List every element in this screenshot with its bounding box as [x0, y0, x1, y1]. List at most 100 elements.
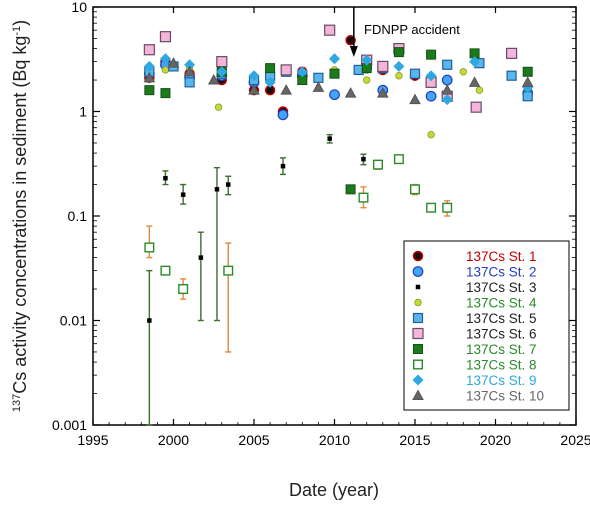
data-point — [163, 175, 168, 181]
data-point — [280, 84, 293, 95]
data-point — [441, 74, 453, 86]
data-point — [216, 66, 228, 78]
data-point — [442, 59, 453, 70]
x-tick-label: 2025 — [560, 432, 590, 448]
data-point — [143, 44, 155, 56]
data-point — [425, 70, 437, 82]
legend-label: 137Cs St. 7 — [466, 342, 537, 357]
data-point — [248, 84, 260, 95]
y-axis-title-close: ) — [10, 20, 30, 26]
legend-label: 137Cs St. 1 — [466, 249, 537, 264]
data-point — [441, 94, 453, 106]
data-point — [324, 24, 336, 36]
legend-marker — [412, 250, 424, 262]
y-axis-title: 137Cs activity concentrations in sedimen… — [10, 20, 30, 412]
x-tick-label: 1995 — [77, 432, 108, 448]
data-point — [345, 35, 356, 46]
data-point — [248, 70, 260, 82]
legend-marker — [415, 284, 421, 290]
data-point — [216, 56, 228, 68]
series-9 — [143, 53, 534, 106]
legend-label: 137Cs St. 9 — [466, 373, 537, 388]
x-axis-ticks: 1995 2000 2005 2010 2015 2020 2025 — [77, 7, 590, 448]
annotation: FDNPP accident — [349, 7, 460, 57]
series-3 — [147, 136, 366, 323]
legend-marker — [412, 374, 424, 386]
legend-marker — [414, 298, 422, 307]
y-axis-title-main: Cs activity concentrations in sediment (… — [10, 36, 30, 394]
data-point — [223, 265, 234, 276]
data-point — [328, 53, 341, 65]
data-point — [160, 88, 171, 99]
data-point — [521, 76, 534, 87]
data-point — [312, 81, 325, 92]
data-point — [296, 66, 308, 78]
data-point — [469, 56, 481, 68]
data-point — [198, 255, 204, 260]
data-point — [313, 72, 324, 83]
data-point — [280, 64, 292, 76]
y-axis-ticks: 0.001 0.01 0.1 1 10 — [52, 0, 576, 433]
data-point — [522, 91, 533, 102]
data-point — [410, 184, 421, 195]
y-tick-label: 0.01 — [60, 313, 87, 329]
data-point — [159, 31, 172, 43]
legend-box — [403, 240, 570, 411]
series-6 — [143, 24, 518, 113]
data-point — [345, 184, 356, 195]
data-point — [468, 76, 481, 87]
legend-marker — [413, 344, 423, 354]
y-tick-label: 0.001 — [52, 417, 87, 433]
data-point — [358, 192, 369, 203]
x-tick-label: 2000 — [158, 432, 189, 448]
legend-label: 137Cs St. 8 — [466, 358, 537, 373]
legend-label: 137Cs St. 3 — [466, 280, 537, 295]
x-axis-title: Date (year) — [289, 480, 379, 500]
data-point — [264, 76, 276, 88]
data-point — [327, 136, 332, 141]
legend-marker — [413, 359, 424, 370]
data-point — [376, 87, 389, 98]
data-point — [372, 159, 383, 170]
x-tick-label: 2020 — [480, 432, 511, 448]
legend-label: 137Cs St. 4 — [466, 296, 537, 311]
data-point — [265, 63, 276, 74]
data-point — [506, 70, 517, 81]
legend-marker — [412, 327, 424, 340]
data-point — [361, 54, 373, 66]
legend-marker — [412, 389, 424, 400]
data-point — [344, 87, 357, 98]
legend-label: 137Cs St. 5 — [466, 311, 537, 326]
data-point — [426, 49, 437, 60]
data-point — [329, 89, 340, 101]
data-point — [442, 202, 453, 213]
data-point — [183, 65, 196, 77]
annotation-label: FDNPP accident — [364, 22, 460, 37]
data-point — [277, 109, 289, 121]
data-point — [361, 156, 366, 162]
data-point — [393, 47, 404, 58]
data-point — [363, 76, 371, 84]
data-point — [506, 47, 518, 59]
data-point — [214, 187, 220, 192]
data-point — [184, 77, 195, 88]
data-point — [441, 84, 454, 95]
data-point — [522, 66, 533, 77]
data-point — [159, 53, 171, 65]
data-point — [459, 68, 467, 76]
data-point — [143, 71, 156, 83]
data-point — [167, 57, 180, 68]
legend-label: 137Cs St. 10 — [466, 389, 544, 404]
data-point — [393, 154, 404, 165]
legend-label: 137Cs St. 6 — [466, 327, 537, 342]
data-point — [207, 74, 220, 85]
y-tick-label: 10 — [71, 0, 87, 15]
data-point — [425, 90, 437, 102]
data-point — [470, 101, 482, 113]
y-axis-title-isotope: 137 — [11, 394, 23, 412]
data-point — [144, 242, 155, 253]
series-10 — [143, 57, 534, 105]
x-tick-label: 2015 — [399, 432, 430, 448]
